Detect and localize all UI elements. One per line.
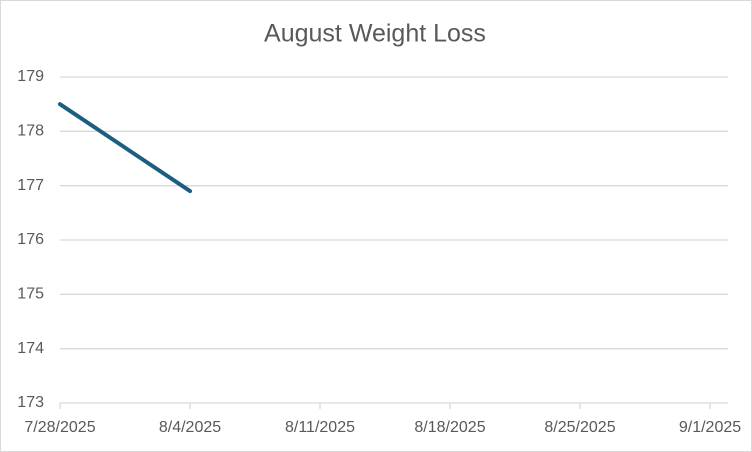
x-tick-label: 9/1/2025: [679, 419, 741, 436]
x-tick-label: 8/18/2025: [414, 419, 485, 436]
y-tick-label: 179: [17, 68, 44, 85]
y-tick-label: 174: [17, 340, 44, 357]
x-tick-label: 8/4/2025: [159, 419, 221, 436]
x-tick-label: 7/28/2025: [24, 419, 95, 436]
x-tick-label: 8/11/2025: [285, 419, 355, 436]
y-tick-label: 173: [17, 394, 44, 411]
y-tick-label: 175: [17, 286, 44, 303]
y-tick-label: 177: [17, 177, 44, 194]
x-tick-label: 8/25/2025: [544, 419, 615, 436]
y-tick-label: 176: [17, 231, 44, 248]
y-tick-label: 178: [17, 123, 44, 140]
line-series: [58, 102, 192, 194]
chart-title: August Weight Loss: [264, 20, 486, 48]
